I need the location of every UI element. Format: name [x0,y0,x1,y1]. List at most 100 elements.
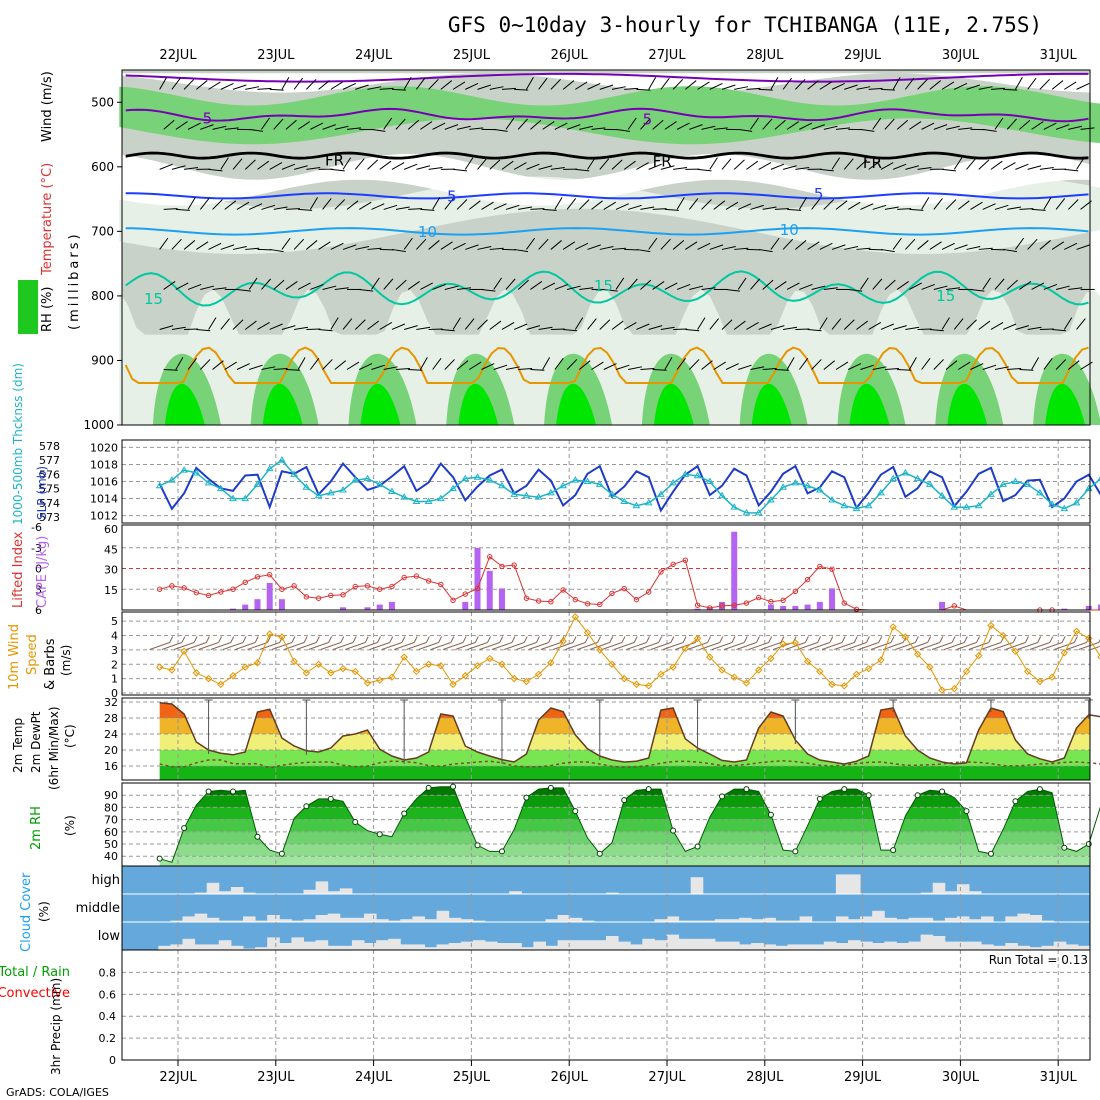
rh-point [963,808,970,815]
wind-barb [880,323,895,330]
cloud-bar [400,919,413,922]
wind-barb [599,158,610,170]
li-point [645,589,652,595]
cloud-bar [678,938,692,950]
wind-barb [664,357,673,370]
wind-label-4: & Barbs [43,638,58,690]
wind-barb [1076,244,1090,250]
surface-barb [504,642,525,650]
thickness-point [302,483,311,490]
wind-barb [905,238,916,250]
wind-barb [844,246,859,250]
cloud-bar [400,944,413,950]
wind-speed-point [1011,647,1020,656]
li-point [462,591,468,597]
surface-barb [614,642,635,650]
cloud-bar [690,877,704,894]
wind-barb [354,158,365,170]
wind-barb [224,127,239,130]
li-point [499,563,505,570]
wind-speed-point [351,667,359,676]
wind-barb [477,158,487,170]
wind-tick-label: 1 [111,673,118,686]
surface-barb-flag [719,636,724,643]
surface-barb [626,642,647,650]
wind-barb [232,84,247,90]
thickness-point [534,493,543,500]
surface-barb-flag [401,636,406,643]
wind-barb [746,87,761,90]
li-point [670,561,676,568]
wind-barb [196,80,208,90]
wind-barb [713,200,726,210]
wind-barb [444,359,455,370]
wind-barb [884,368,899,370]
wind-barb [269,162,283,170]
slp-tick-label: 1018 [90,458,118,471]
surface-barb [650,642,672,650]
cloud-bar [158,945,171,950]
cape-bar [792,605,799,610]
cape-frame [121,524,1091,611]
cloud-bar [1005,916,1018,922]
cloud-bar [848,874,861,894]
surface-barb [161,642,183,650]
li-point [841,600,847,606]
cape-bar [1061,608,1068,610]
wind-barb [404,325,418,330]
wind-barb [994,204,1009,210]
wind-barb [628,366,643,370]
rh-point [547,784,554,791]
thickness-point [326,488,335,496]
cloud-bar [182,916,196,922]
wind-barb [432,358,442,370]
wind-barb [245,86,260,90]
cloud-bar [472,920,486,922]
wind-barb [477,84,491,90]
rh-point [1085,841,1092,848]
wind-speed-point [816,667,824,676]
surface-barb [931,642,953,650]
li-point [780,597,786,604]
surface-barb [198,642,219,650]
cloud-bar [835,943,849,950]
surface-barb [271,642,293,650]
cloud-bar [1029,915,1043,922]
wind-barb [697,242,711,250]
wind-barb [232,319,244,330]
wind-barb [578,199,590,210]
surface-barb-flag [1049,636,1054,643]
surface-barb-flag [548,636,553,643]
wind-barb [159,237,169,250]
wind-barb [481,288,496,292]
wind-barb [199,359,211,370]
cloud-bar [448,943,462,950]
wind-barb [444,198,454,210]
wind-barb [783,165,797,170]
li-point [242,579,248,586]
thickness-point [669,478,677,486]
wind-barb [566,285,581,290]
wind-barb [456,199,468,210]
wind-barb [530,119,542,130]
wind-barb [575,168,590,172]
temperature-contours [124,72,1089,384]
surface-barb-flag [291,636,296,643]
wind-barb [395,118,406,130]
rh-point [987,850,994,857]
wind-barb [709,82,723,90]
rh-tick-label: 80 [104,801,118,814]
wind-barb [921,358,931,370]
wind-barb [868,87,883,90]
wind-barb [958,361,971,370]
wind-barb [175,357,184,370]
rh-point [670,827,677,834]
wind-barb [269,323,283,330]
wind-barb [701,360,713,370]
surface-barb [736,642,757,650]
thickness-point [730,503,739,510]
wind-barb [929,328,944,332]
wind-barb [518,206,533,210]
rh-clear-band-2 [119,153,1100,206]
cloud-bar [714,941,728,950]
